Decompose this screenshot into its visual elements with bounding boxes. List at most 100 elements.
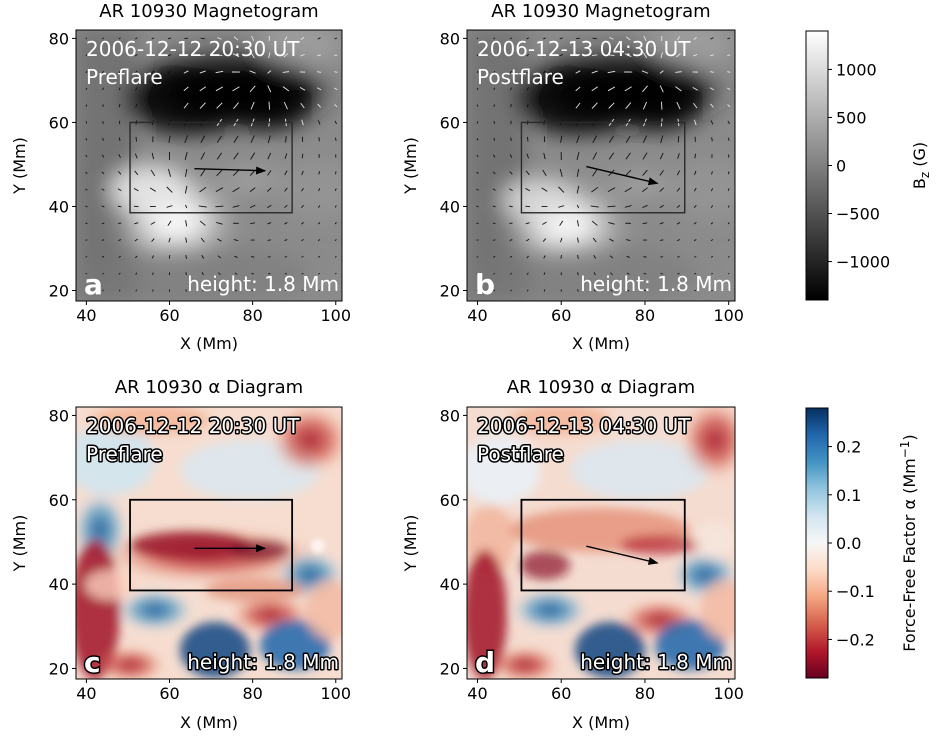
field-vector	[576, 185, 580, 194]
field-vector	[102, 137, 104, 141]
field-vector	[233, 239, 239, 242]
field-vector	[101, 154, 105, 158]
field-vector	[676, 239, 680, 241]
field-vector	[710, 103, 714, 108]
field-vector	[559, 54, 564, 57]
field-vector	[526, 153, 530, 159]
field-vector	[526, 70, 530, 74]
x-tick-label: 100	[320, 684, 351, 703]
field-vector	[102, 272, 104, 275]
timestamp-label: 2006-12-13 04:30 UT	[477, 414, 691, 438]
field-vector	[334, 188, 337, 192]
field-vector	[509, 239, 513, 242]
field-vector	[642, 187, 648, 192]
y-axis-label: Y (Mm)	[401, 137, 420, 195]
field-vector	[493, 154, 496, 158]
field-vector	[317, 87, 322, 91]
field-vector	[575, 70, 581, 74]
field-vector	[167, 86, 172, 91]
field-vector	[542, 169, 547, 176]
field-vector	[727, 104, 731, 108]
colorbar-tick-label: 0.0	[836, 534, 861, 553]
y-tick-label: 40	[440, 575, 460, 594]
field-vector	[624, 205, 632, 208]
field-vector	[152, 289, 154, 292]
field-vector	[85, 37, 88, 40]
field-vector	[576, 204, 580, 209]
field-vector	[117, 171, 122, 175]
field-vector	[526, 289, 529, 292]
field-vector	[641, 70, 649, 74]
field-vector	[710, 222, 714, 225]
field-vector	[493, 289, 496, 292]
field-vector	[134, 222, 139, 225]
field-vector	[200, 237, 205, 243]
field-vector	[659, 152, 664, 160]
x-axis-label: X (Mm)	[572, 713, 630, 732]
vector-field-a	[85, 35, 338, 292]
field-vector	[607, 187, 616, 193]
field-vector	[85, 154, 88, 158]
field-vector	[317, 54, 321, 56]
field-vector	[593, 272, 596, 276]
field-vector	[693, 119, 697, 126]
field-vector	[334, 205, 337, 208]
field-vector	[676, 53, 681, 58]
field-vector	[118, 137, 121, 142]
field-vector	[232, 86, 240, 92]
direction-arrow	[586, 545, 659, 565]
field-vector	[610, 272, 613, 276]
field-vector	[118, 70, 121, 74]
field-vector	[693, 239, 697, 242]
field-vector	[318, 239, 321, 242]
field-vector	[134, 153, 138, 159]
field-vector	[526, 255, 530, 259]
field-vector	[476, 188, 479, 191]
field-vector	[251, 289, 254, 292]
field-vector	[166, 186, 173, 193]
field-vector	[267, 204, 272, 209]
field-vector	[709, 71, 715, 73]
field-vector	[216, 152, 223, 160]
field-vector	[267, 85, 272, 93]
field-vector	[217, 255, 222, 259]
timestamp-label: 2006-12-12 20:30 UT	[86, 414, 300, 438]
field-vector	[642, 222, 648, 225]
colorbar-tick-label: −1000	[836, 253, 890, 272]
field-vector	[592, 169, 598, 177]
field-vector	[102, 54, 104, 57]
field-vector	[216, 54, 223, 57]
field-vector	[591, 186, 599, 193]
region-box	[520, 121, 686, 214]
field-vector	[509, 171, 513, 175]
field-vector	[509, 188, 513, 191]
field-vector	[251, 272, 254, 275]
field-vector	[318, 256, 321, 258]
field-vector	[118, 87, 121, 91]
field-vector	[200, 169, 206, 177]
colorbar-tick-label: 0	[836, 157, 846, 176]
field-vector	[693, 187, 697, 192]
field-vector	[183, 86, 189, 92]
field-vector	[118, 289, 121, 292]
x-tick-label: 80	[242, 306, 262, 325]
field-vector	[575, 86, 581, 92]
field-vector	[711, 171, 713, 175]
y-tick-label: 60	[440, 113, 460, 132]
field-vector	[85, 272, 88, 275]
field-vector	[727, 120, 730, 125]
field-vector	[184, 185, 188, 194]
field-vector	[300, 102, 305, 109]
field-vector	[659, 70, 664, 74]
field-vector	[558, 205, 565, 208]
x-tick-label: 80	[635, 684, 655, 703]
field-vector	[234, 255, 238, 258]
field-vector	[250, 52, 255, 59]
field-vector	[151, 70, 155, 74]
direction-arrow	[194, 166, 267, 175]
field-vector	[232, 205, 240, 208]
field-vector	[117, 188, 122, 191]
field-vector	[199, 186, 207, 193]
field-vector	[492, 205, 496, 208]
field-vector	[677, 153, 680, 159]
